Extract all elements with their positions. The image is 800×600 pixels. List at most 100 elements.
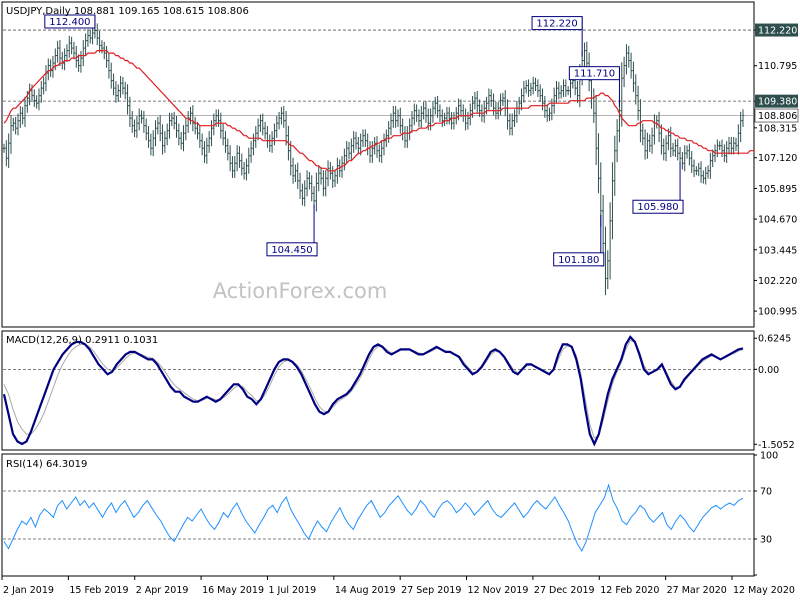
price-bar	[47, 58, 50, 81]
x-tick-label: 27 Mar 2020	[667, 585, 727, 596]
rsi-tick-label: 70	[760, 487, 772, 498]
x-axis: 2 Jan 2019 15 Feb 2019 2 Apr 2019 16 May 20…	[1, 576, 795, 596]
price-bar	[273, 123, 276, 146]
price-bar	[352, 131, 355, 153]
price-bar	[131, 111, 134, 133]
macd-tick-label: -1.5052	[758, 440, 795, 451]
annotation-label: 112.220	[536, 19, 577, 30]
price-bar	[448, 106, 451, 125]
price-bar	[51, 55, 55, 78]
price-bar	[629, 52, 633, 79]
price-bar	[524, 80, 528, 94]
rsi-line	[3, 483, 744, 553]
price-bar	[643, 129, 647, 160]
price-bar	[252, 133, 255, 156]
price-bar	[730, 136, 733, 155]
x-tick-label: 2 Jan 2019	[3, 585, 54, 596]
price-bar	[695, 166, 698, 176]
price-bar	[340, 156, 344, 178]
price-bar	[364, 129, 367, 147]
price-bar	[615, 119, 619, 163]
price-bar	[224, 131, 227, 153]
x-tick-label: 14 Aug 2019	[335, 585, 396, 596]
price-bars	[2, 23, 745, 296]
svg-text:112.220: 112.220	[758, 26, 797, 37]
annotation-label: 112.400	[49, 17, 90, 28]
price-bar	[89, 30, 92, 44]
price-bar	[492, 93, 495, 116]
price-bar	[420, 106, 423, 128]
price-bar	[380, 141, 383, 163]
price-bar	[217, 109, 220, 127]
price-bar	[718, 141, 721, 151]
price-bar	[660, 124, 663, 155]
price-bar	[541, 88, 544, 111]
price-bar	[275, 116, 278, 138]
price-bar	[550, 98, 554, 121]
price-bar	[725, 141, 728, 163]
price-bar	[720, 139, 724, 157]
price-bar	[641, 123, 644, 146]
price-bar	[664, 135, 668, 162]
price-bar	[182, 125, 185, 152]
price-bar	[86, 29, 90, 47]
price-bar	[359, 133, 362, 156]
annotation-112.400: 112.400	[44, 14, 96, 29]
price-bar	[557, 81, 561, 100]
price-bar	[529, 82, 533, 97]
price-bar	[77, 54, 80, 72]
annotation-111.710: 111.710	[568, 66, 620, 107]
price-bar	[247, 147, 250, 174]
price-bar	[538, 84, 542, 102]
price-bar	[65, 44, 69, 62]
price-bar	[231, 156, 234, 178]
price-tick-label: 102.220	[758, 276, 797, 287]
price-bar	[457, 98, 460, 121]
price-bar	[184, 118, 188, 141]
price-bar	[42, 76, 45, 95]
price-bar	[594, 96, 598, 166]
price-bar	[473, 91, 477, 110]
price-bar	[424, 101, 428, 123]
macd-tick-label: 0.6245	[758, 334, 791, 345]
price-bar	[583, 42, 586, 69]
price-bar	[436, 96, 439, 118]
price-bar	[466, 111, 470, 130]
price-bar	[333, 169, 337, 188]
price-bar	[513, 109, 516, 127]
price-title: USDJPY,Daily 108.881 109.165 108.615 108…	[6, 6, 249, 17]
macd-layer: 0.6245 0.00 -1.5052	[2, 334, 795, 451]
price-bar	[294, 164, 297, 183]
price-bar	[387, 121, 390, 143]
price-bar	[545, 104, 549, 122]
price-bar	[145, 118, 148, 141]
price-bar	[683, 145, 686, 172]
price-bar	[681, 151, 684, 170]
price-bar	[179, 131, 183, 150]
price-bar	[646, 132, 649, 159]
price-bar	[33, 89, 36, 107]
price-bar	[151, 130, 155, 157]
price-bar	[284, 110, 288, 146]
price-bar	[483, 101, 486, 123]
price-bar	[704, 167, 707, 185]
price-bar	[378, 144, 381, 162]
price-bar	[175, 116, 178, 138]
price-bar	[604, 226, 607, 296]
rsi-panel-frame	[1, 453, 755, 577]
price-bar	[326, 160, 330, 187]
price-bar	[35, 95, 38, 109]
price-bar	[305, 170, 309, 197]
price-bar	[415, 104, 418, 122]
price-bar	[555, 80, 558, 103]
price-bar	[399, 107, 402, 134]
price-bar	[697, 162, 700, 177]
price-bar	[156, 116, 160, 135]
price-bar	[149, 133, 153, 156]
price-bar	[741, 109, 745, 127]
annotation-label: 104.450	[271, 245, 312, 256]
price-bar	[280, 106, 283, 125]
price-bar	[112, 73, 115, 96]
price-bar	[662, 138, 665, 161]
x-tick-label: 27 Dec 2019	[534, 585, 595, 596]
